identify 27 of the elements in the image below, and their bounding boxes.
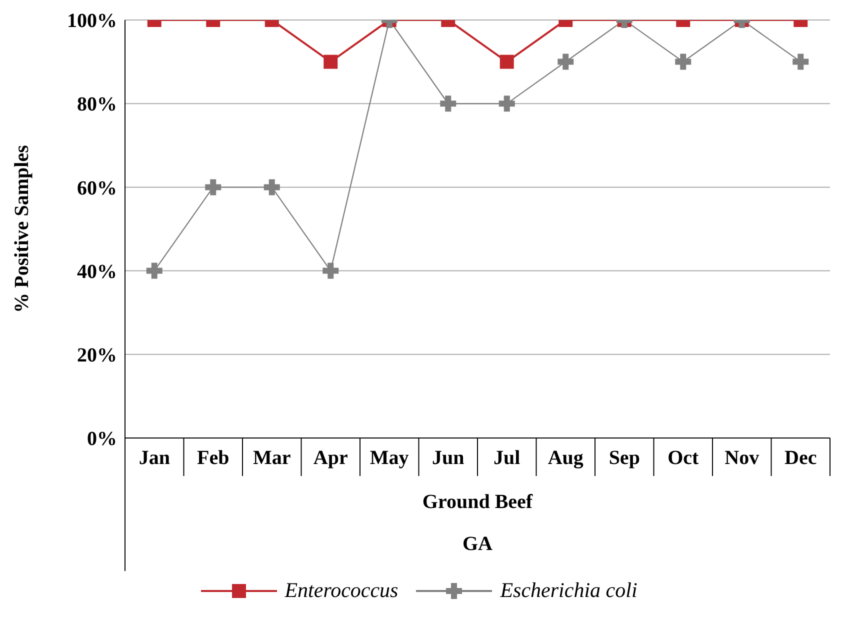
x-tick-label: Jun xyxy=(432,447,464,469)
x-tick-label: May xyxy=(370,447,409,469)
y-tick-label: 20% xyxy=(77,344,117,366)
y-tick-label: 100% xyxy=(67,10,117,32)
legend-label: Enterococcus xyxy=(284,578,398,603)
y-axis-title: % Positive Samples xyxy=(11,144,34,313)
point xyxy=(264,179,280,196)
y-tick-label: 80% xyxy=(77,94,117,116)
x-tick-label: Dec xyxy=(784,447,817,469)
x-tick-label: Feb xyxy=(197,447,230,469)
x-tick-label: Aug xyxy=(548,447,584,469)
x-tick-label: Oct xyxy=(668,447,700,469)
x-tick-label: Nov xyxy=(724,447,760,469)
x-tick-label: Sep xyxy=(608,447,640,469)
x-tick-label: Jan xyxy=(138,447,170,469)
legend-label: Escherichia coli xyxy=(500,578,638,603)
point xyxy=(322,262,339,279)
x-tick-label: Apr xyxy=(313,447,348,469)
x-axis-title: Ground Beef xyxy=(422,491,533,513)
y-tick-label: 0% xyxy=(87,428,117,450)
point xyxy=(146,262,162,279)
y-tick-label: 40% xyxy=(77,260,117,283)
x-tick-label: Jul xyxy=(494,447,521,469)
y-tick-label: 60% xyxy=(77,177,117,200)
point xyxy=(205,179,222,196)
x-tick-label: Mar xyxy=(252,447,291,469)
text: GA xyxy=(462,533,494,555)
